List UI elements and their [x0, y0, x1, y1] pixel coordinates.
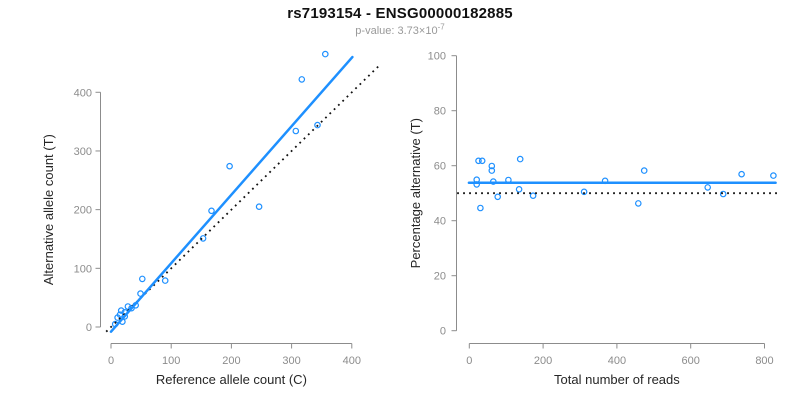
y-tick-label: 100 — [428, 51, 446, 63]
y-tick-label: 200 — [74, 205, 92, 217]
data-point — [121, 313, 129, 320]
data-point — [199, 235, 207, 242]
data-point — [208, 207, 215, 215]
x-tick-label: 600 — [682, 355, 700, 367]
fit-line — [109, 55, 354, 333]
data-point — [478, 157, 486, 165]
data-point — [314, 121, 321, 129]
data-point — [475, 157, 482, 165]
identity-line — [105, 64, 381, 333]
y-tick-label: 100 — [74, 263, 92, 275]
x-tick-label: 100 — [162, 355, 180, 367]
right-scatter-plot: 0 20 40 60 80 100 0 200 400 600 800 Total number of… — [408, 51, 779, 387]
data-point — [477, 204, 484, 212]
data-point — [738, 170, 745, 178]
data-point — [124, 303, 132, 310]
y-tick-label: 300 — [74, 146, 92, 158]
data-point — [529, 192, 537, 200]
x-tick-label: 200 — [222, 355, 240, 367]
y-axis-label: Alternative allele count (T) — [41, 134, 56, 285]
pvalue-exponent: -7 — [437, 22, 445, 32]
x-tick-label: 300 — [282, 355, 300, 367]
x-tick-label: 0 — [108, 355, 114, 367]
data-point — [161, 277, 169, 284]
figure-subtitle: p-value: 3.73×10-7 — [0, 22, 800, 37]
data-points — [111, 50, 329, 328]
x-tick-label: 200 — [534, 355, 552, 367]
data-point — [634, 200, 642, 207]
data-point — [488, 162, 496, 170]
x-axis-label: Total number of reads — [554, 372, 680, 387]
x-axis-label: Reference allele count (C) — [156, 372, 307, 387]
data-point — [640, 167, 648, 174]
x-tick-label: 400 — [608, 355, 626, 367]
y-tick-label: 80 — [434, 106, 446, 118]
data-point — [139, 275, 146, 283]
x-tick-label: 0 — [466, 355, 472, 367]
y-tick-label: 400 — [74, 87, 92, 99]
y-axis-label: Percentage alternative (T) — [408, 118, 423, 268]
data-point — [719, 190, 727, 198]
data-point — [226, 162, 233, 170]
data-point — [515, 186, 523, 193]
data-point — [292, 127, 300, 135]
data-point — [580, 188, 588, 196]
x-tick-label: 800 — [755, 355, 773, 367]
y-tick-label: 40 — [434, 216, 446, 228]
data-point — [516, 155, 524, 163]
y-tick-label: 60 — [434, 161, 446, 173]
data-point — [704, 184, 712, 191]
data-point — [494, 193, 502, 201]
left-scatter-plot: 0 100 200 300 400 0 100 200 300 400 Reference alle… — [41, 50, 381, 387]
data-point — [117, 307, 125, 314]
pvalue-text: p-value: 3.73×10 — [355, 25, 438, 37]
data-point — [321, 50, 329, 58]
data-point — [770, 172, 777, 179]
y-tick-label: 20 — [434, 271, 446, 283]
data-point — [488, 167, 496, 174]
data-point — [255, 203, 263, 211]
y-tick-label: 0 — [86, 322, 92, 334]
data-point — [298, 76, 306, 83]
y-tick-label: 0 — [440, 326, 446, 338]
figure-title: rs7193154 - ENSG00000182885 — [287, 5, 513, 22]
x-tick-label: 400 — [343, 355, 361, 367]
